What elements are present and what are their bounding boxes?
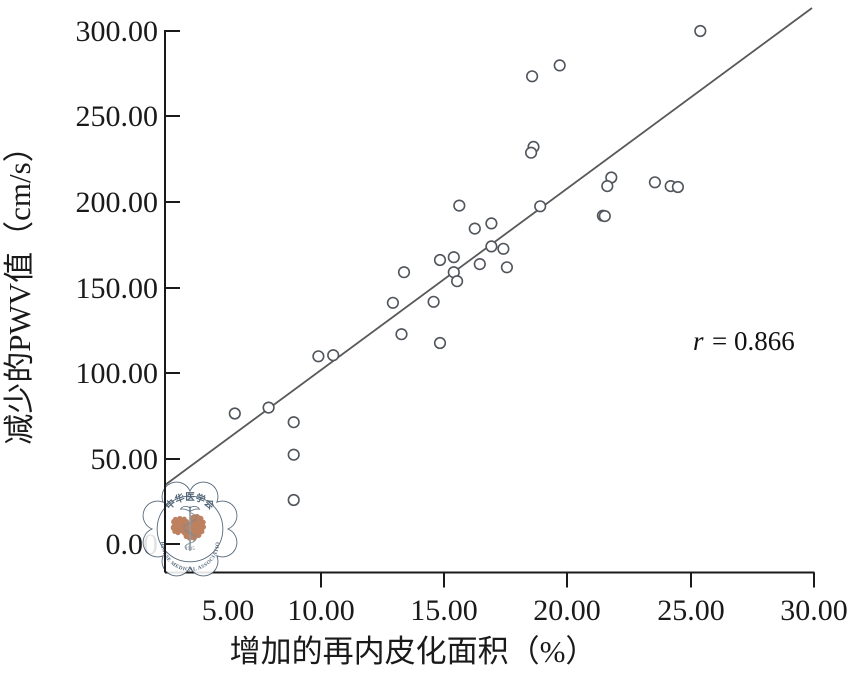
svg-text:20.00: 20.00 xyxy=(533,594,601,627)
svg-text:50.00: 50.00 xyxy=(91,443,159,476)
svg-text:100.00: 100.00 xyxy=(76,357,159,390)
svg-text:减少的PWV值（cm/s）: 减少的PWV值（cm/s） xyxy=(2,131,37,444)
svg-text:增加的再内皮化面积（%）: 增加的再内皮化面积（%） xyxy=(230,634,597,669)
svg-text:10.00: 10.00 xyxy=(287,594,355,627)
svg-text:r: r xyxy=(693,326,704,356)
svg-text:25.00: 25.00 xyxy=(657,594,725,627)
svg-text:150.00: 150.00 xyxy=(76,272,159,305)
svg-text:5.00: 5.00 xyxy=(202,594,255,627)
svg-text:30.00: 30.00 xyxy=(780,594,848,627)
svg-text:15.00: 15.00 xyxy=(410,594,478,627)
svg-text:250.00: 250.00 xyxy=(76,100,159,133)
svg-text:200.00: 200.00 xyxy=(76,186,159,219)
svg-text:= 0.866: = 0.866 xyxy=(712,326,795,356)
svg-text:300.00: 300.00 xyxy=(76,15,159,48)
